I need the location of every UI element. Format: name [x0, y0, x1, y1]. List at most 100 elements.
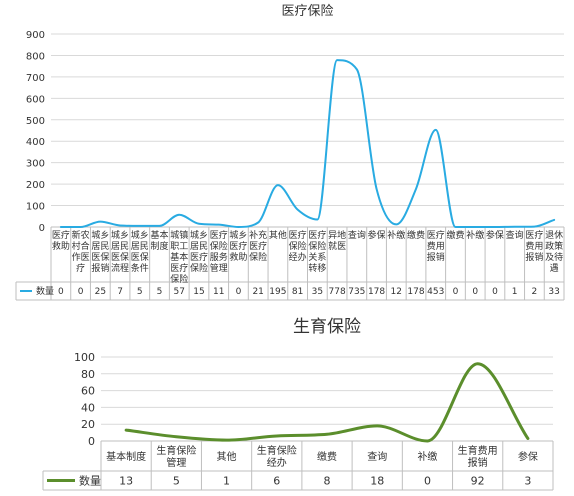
x-category-line: 补缴: [417, 450, 437, 463]
x-category-line: 参保: [368, 229, 386, 241]
chart-title: 医疗保险: [281, 4, 333, 19]
x-category-line: 异地: [328, 229, 346, 241]
y-tick-label: 200: [26, 180, 45, 191]
y-tick-label: 300: [26, 159, 45, 170]
x-category-line: 医疗: [308, 229, 326, 241]
x-category-line: 城乡: [190, 230, 208, 241]
x-category-label: 医疗保险服务管理: [210, 229, 228, 274]
x-category-line: 城乡: [91, 230, 109, 241]
x-category-label: 补缴: [466, 229, 484, 241]
x-category-line: 村合: [72, 240, 90, 252]
data-value-label: 0: [472, 287, 478, 297]
x-category-label: 基本制度: [151, 229, 169, 252]
x-category-line: 查询: [367, 450, 387, 463]
x-category-line: 医疗: [427, 229, 445, 241]
data-value-label: 8: [324, 474, 331, 487]
x-category-line: 补充: [249, 229, 267, 241]
data-value-label: 33: [548, 287, 559, 297]
x-category-line: 管理: [210, 262, 228, 274]
data-value-label: 15: [193, 287, 204, 297]
x-category-line: 服务: [210, 251, 228, 263]
x-category-label: 异地就医: [328, 229, 346, 252]
x-category-line: 保险: [190, 262, 208, 274]
x-category-line: 保险: [289, 240, 307, 252]
x-category-label: 查询: [367, 450, 387, 463]
x-category-label: 其他: [217, 450, 237, 463]
data-value-label: 6: [273, 474, 280, 487]
x-category-label: 城乡居民医保流程: [111, 230, 129, 274]
x-category-label: 基本制度: [106, 450, 146, 463]
x-category-line: 医疗: [289, 229, 307, 241]
y-tick-label: 400: [26, 137, 45, 148]
x-category-line: 流程: [111, 262, 129, 274]
x-category-line: 基本: [151, 229, 169, 241]
data-value-label: 778: [329, 287, 346, 297]
x-category-line: 生育保险: [257, 444, 297, 457]
x-category-line: 保险: [210, 240, 228, 252]
x-category-line: 基本: [170, 251, 188, 263]
data-value-label: 0: [58, 287, 64, 297]
x-category-line: 居民: [91, 241, 109, 252]
x-category-line: 救助: [52, 240, 70, 252]
x-category-line: 退休: [545, 229, 563, 241]
data-value-label: 178: [368, 287, 385, 297]
y-tick-label: 100: [26, 202, 45, 213]
x-category-label: 查询: [506, 229, 524, 241]
x-category-label: 缴费: [317, 450, 337, 463]
data-value-label: 25: [95, 287, 106, 297]
data-value-label: 1: [512, 287, 518, 297]
x-category-line: 就医: [328, 240, 346, 252]
x-category-line: 疗: [76, 262, 85, 274]
x-category-line: 救助: [229, 251, 247, 263]
x-category-line: 缴费: [446, 229, 464, 241]
x-category-line: 职工: [170, 241, 188, 252]
x-category-label: 补缴: [387, 229, 405, 241]
data-value-label: 35: [312, 287, 323, 297]
x-category-label: 城乡医疗救助: [229, 230, 247, 263]
x-category-line: 政策: [545, 240, 563, 252]
x-category-line: 医疗: [525, 229, 543, 241]
x-category-label: 医疗救助: [52, 229, 70, 252]
x-category-label: 医疗保险经办: [289, 229, 307, 263]
x-category-label: 城乡居民医疗保险: [190, 230, 208, 274]
data-value-label: 453: [427, 287, 444, 297]
x-category-line: 关系: [308, 251, 326, 263]
x-category-line: 基本制度: [106, 450, 146, 463]
x-category-line: 医疗: [249, 240, 267, 252]
x-category-line: 管理: [166, 456, 186, 469]
x-category-line: 制度: [151, 240, 169, 252]
x-category-line: 保险: [249, 251, 267, 263]
y-tick-label: 900: [26, 30, 45, 41]
x-category-line: 参保: [486, 229, 504, 241]
x-category-line: 查询: [348, 229, 366, 241]
x-category-line: 遇: [550, 263, 559, 274]
x-category-line: 城乡: [111, 230, 129, 241]
y-tick-label: 0: [39, 223, 45, 234]
data-value-label: 0: [492, 287, 498, 297]
data-value-label: 21: [252, 287, 263, 297]
y-tick-label: 100: [74, 351, 95, 364]
x-category-line: 生育保险: [156, 444, 196, 457]
data-value-label: 11: [213, 287, 224, 297]
y-tick-label: 60: [81, 385, 95, 398]
data-value-label: 0: [453, 287, 459, 297]
data-value-label: 13: [119, 474, 133, 487]
data-value-label: 5: [137, 287, 143, 297]
data-value-label: 12: [391, 287, 402, 297]
data-value-label: 2: [532, 287, 538, 297]
x-category-line: 费用: [525, 240, 543, 252]
x-category-line: 报销: [468, 456, 488, 469]
y-tick-label: 800: [26, 51, 45, 62]
x-category-line: 其他: [217, 450, 237, 463]
x-category-line: 报销: [91, 262, 109, 274]
x-category-line: 缴费: [407, 229, 425, 241]
x-category-label: 缴费: [446, 229, 464, 241]
data-value-label: 178: [407, 287, 424, 297]
x-category-label: 参保: [486, 229, 504, 241]
x-category-line: 参保: [518, 450, 538, 463]
x-category-line: 报销: [525, 251, 543, 263]
legend-label: 数量: [36, 285, 54, 297]
medical-insurance-chart: 医疗保险0100200300400500600700800900医疗救助新农村合…: [15, 4, 565, 301]
x-category-label: 查询: [348, 229, 366, 241]
